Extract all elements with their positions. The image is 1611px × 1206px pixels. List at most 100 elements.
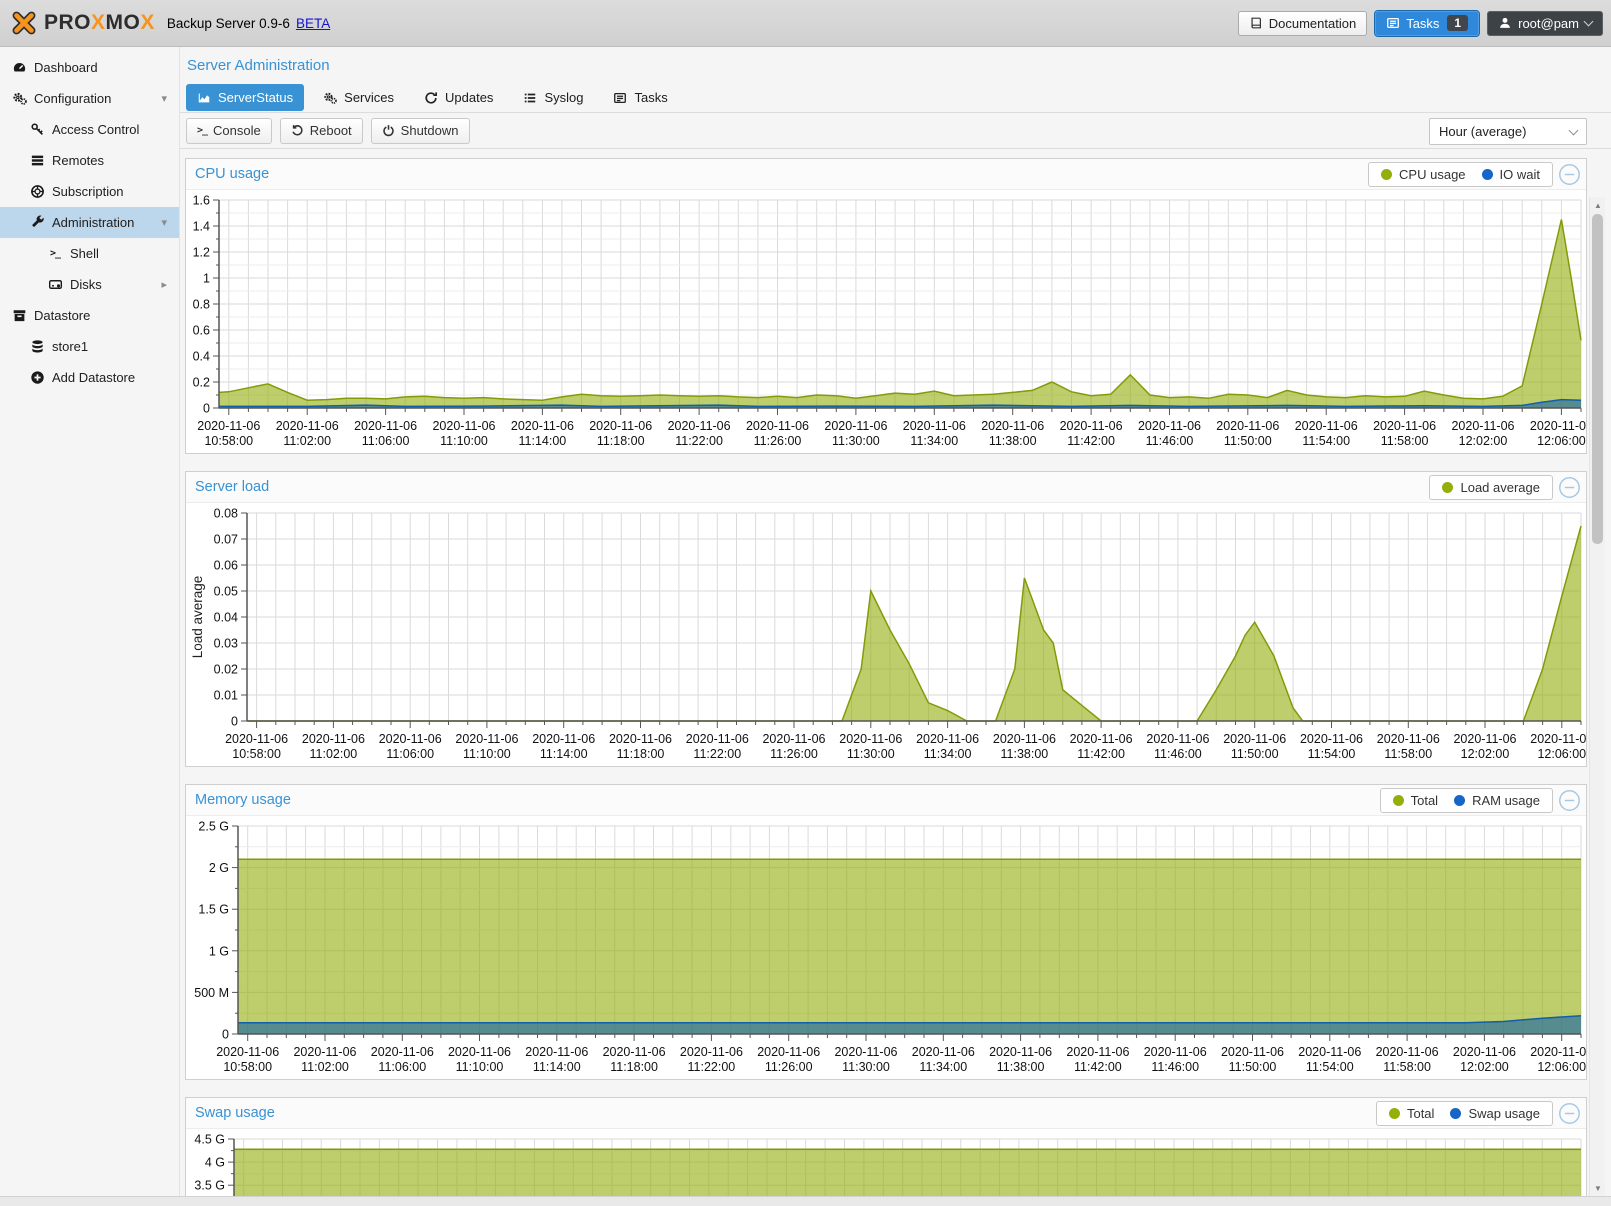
svg-text:11:18:00: 11:18:00 [617,747,665,761]
svg-text:11:18:00: 11:18:00 [610,1060,658,1074]
svg-text:12:02:00: 12:02:00 [1459,434,1508,448]
collapse-panel-button[interactable] [1558,163,1581,186]
svg-text:3.5 G: 3.5 G [194,1179,225,1193]
svg-text:2020-11-06: 2020-11-06 [1060,419,1123,433]
sidebar-item-datastore[interactable]: Datastore [0,300,179,331]
datastore-icon [10,308,28,324]
sidebar-item-shell[interactable]: >_ Shell [0,238,179,269]
legend-item[interactable]: RAM usage [1454,793,1540,808]
svg-text:2020-11-06: 2020-11-06 [839,732,902,746]
main-content: Server Administration ServerStatus Servi… [180,47,1611,1206]
svg-text:12:06:00: 12:06:00 [1537,1060,1586,1074]
svg-text:2020-11-06: 2020-11-06 [916,732,979,746]
svg-text:2020-11-06: 2020-11-06 [216,1045,279,1059]
svg-text:12:06:00: 12:06:00 [1537,434,1586,448]
console-label: Console [213,123,261,138]
chevron-down-icon[interactable]: ▾ [161,93,167,105]
user-label: root@pam [1518,15,1579,31]
svg-text:0.03: 0.03 [214,637,238,651]
svg-text:2020-11-06: 2020-11-06 [1376,1045,1439,1059]
legend-item[interactable]: Load average [1442,480,1540,495]
sidebar-item-label: Subscription [52,184,124,199]
svg-text:2020-11-06: 2020-11-06 [824,419,887,433]
sidebar-item-access-control[interactable]: Access Control [0,114,179,145]
svg-text:10:58:00: 10:58:00 [204,434,253,448]
sidebar-item-label: Dashboard [34,60,98,75]
sidebar-item-label: store1 [52,339,89,354]
collapse-panel-button[interactable] [1558,789,1581,812]
key-icon [28,122,46,138]
tab-services[interactable]: Services [312,84,405,111]
server-load-chart: 2020-11-0610:58:002020-11-0611:02:002020… [190,507,1586,762]
scroll-down-arrow[interactable]: ▼ [1594,1183,1602,1193]
list-icon [525,93,536,102]
svg-text:2020-11-06: 2020-11-06 [993,732,1056,746]
svg-text:4.5 G: 4.5 G [194,1133,225,1147]
minus-circle-icon [1559,1103,1580,1124]
legend-dot-icon [1454,795,1466,806]
legend-label: Swap usage [1468,1106,1540,1121]
svg-text:11:22:00: 11:22:00 [675,434,723,448]
svg-text:12:02:00: 12:02:00 [1461,747,1510,761]
svg-text:2020-11-06: 2020-11-06 [1453,1045,1516,1059]
beta-link[interactable]: BETA [295,15,331,31]
tab-tasks[interactable]: Tasks [602,84,678,111]
documentation-button[interactable]: Documentation [1237,10,1368,36]
cpu-usage-chart: 2020-11-0610:58:002020-11-0611:02:002020… [193,194,1586,449]
svg-text:2020-11-06: 2020-11-06 [302,732,365,746]
shutdown-button[interactable]: Shutdown [370,117,470,144]
svg-text:11:38:00: 11:38:00 [1001,747,1049,761]
chevron-down-icon[interactable]: ▾ [161,217,167,229]
collapse-panel-button[interactable] [1558,476,1581,499]
user-icon [1500,17,1510,28]
svg-text:12:02:00: 12:02:00 [1460,1060,1509,1074]
sidebar-item-remotes[interactable]: Remotes [0,145,179,176]
svg-text:2020-11-06: 2020-11-06 [757,1045,820,1059]
chevron-right-icon[interactable]: ▸ [161,279,167,291]
legend-item[interactable]: Swap usage [1450,1106,1540,1121]
tab-syslog[interactable]: Syslog [512,84,594,111]
svg-text:11:46:00: 11:46:00 [1146,434,1194,448]
svg-text:1.5 G: 1.5 G [198,903,229,917]
tab-updates[interactable]: Updates [413,84,504,111]
svg-text:2020-11-06: 2020-11-06 [686,732,749,746]
collapse-panel-button[interactable] [1558,1102,1581,1125]
svg-text:2020-11-06: 2020-11-06 [1070,732,1133,746]
svg-text:0.4: 0.4 [193,350,210,364]
svg-text:11:10:00: 11:10:00 [456,1060,504,1074]
sidebar-item-add-datastore[interactable]: Add Datastore [0,362,179,393]
svg-text:11:30:00: 11:30:00 [847,747,895,761]
sidebar-item-label: Disks [70,277,102,292]
console-button[interactable]: >_ Console [186,117,272,144]
tasks-button[interactable]: Tasks 1 [1374,9,1481,37]
reboot-button[interactable]: Reboot [279,117,363,144]
svg-text:11:30:00: 11:30:00 [832,434,880,448]
svg-text:11:22:00: 11:22:00 [693,747,741,761]
svg-text:11:14:00: 11:14:00 [519,434,567,448]
scrollbar-thumb[interactable] [1592,214,1603,544]
task-list-icon [614,92,627,103]
sidebar-item-administration[interactable]: Administration ▾ [0,207,179,238]
tab-label: Syslog [544,90,584,105]
sidebar-item-dashboard[interactable]: Dashboard [0,52,179,83]
svg-text:2020-11-06: 2020-11-06 [525,1045,588,1059]
sidebar-item-configuration[interactable]: Configuration ▾ [0,83,179,114]
sidebar-item-subscription[interactable]: Subscription [0,176,179,207]
scroll-up-arrow[interactable]: ▲ [1594,200,1602,210]
user-menu-button[interactable]: root@pam [1487,10,1603,36]
svg-text:2020-11-06: 2020-11-06 [589,419,652,433]
legend-item[interactable]: CPU usage [1381,167,1466,182]
chevron-down-icon [1583,16,1594,27]
time-range-select[interactable]: Hour (average) [1429,118,1587,145]
svg-text:2 G: 2 G [209,861,229,875]
cpu-usage-panel: CPU usage CPU usage IO wait 2020-11-06 10:58… [185,158,1587,454]
sidebar-item-disks[interactable]: Disks ▸ [0,269,179,300]
tab-serverstatus[interactable]: ServerStatus [186,84,305,111]
chart-legend: Total RAM usage [1379,788,1553,813]
svg-text:0.05: 0.05 [214,585,238,599]
panel-header: Server load Load average [186,472,1586,503]
legend-item[interactable]: Total [1388,1106,1434,1121]
sidebar-item-store1[interactable]: store1 [0,331,179,362]
legend-item[interactable]: Total [1392,793,1438,808]
legend-item[interactable]: IO wait [1481,167,1540,182]
